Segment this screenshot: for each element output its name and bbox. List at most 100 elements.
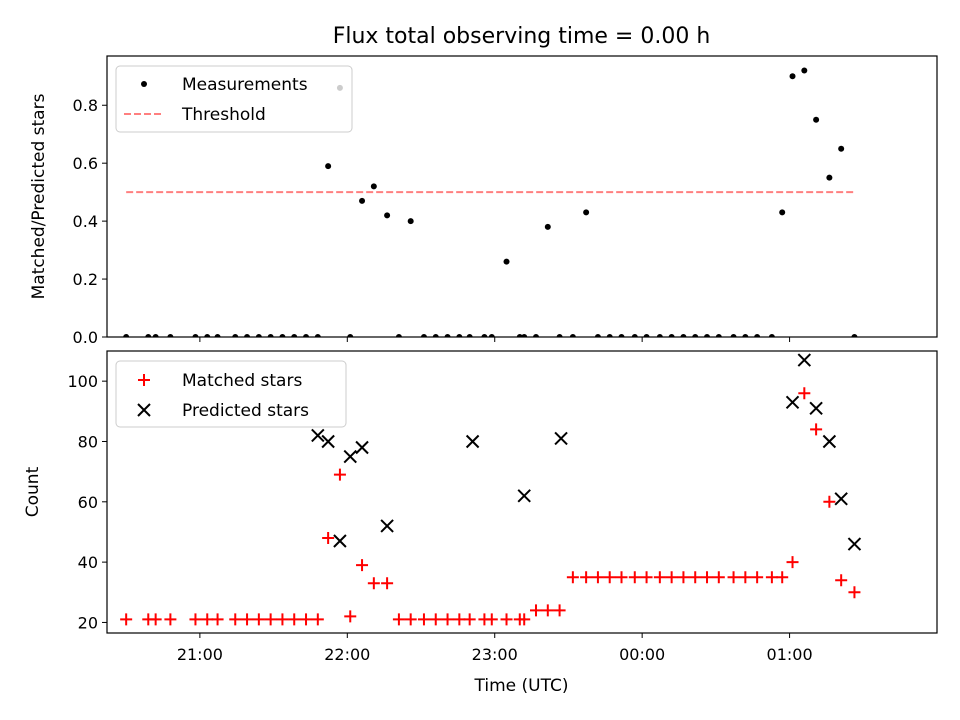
bottom-panel: 20 40 60 80 100 21:00 22:00 23:00 00:00 01:00 Coun… [23, 350, 938, 664]
y-tick-label: 80 [78, 432, 98, 451]
matched-star-marker [441, 613, 454, 626]
measurement-point [583, 209, 590, 216]
matched-star-marker [553, 604, 566, 617]
matched-star-marker [367, 577, 380, 590]
predicted-star-marker [517, 489, 531, 503]
matched-star-marker [848, 586, 861, 599]
measurement-point [715, 334, 722, 337]
matched-star-marker [276, 613, 289, 626]
legend-matched-marker [138, 374, 150, 386]
matched-star-marker [615, 571, 628, 584]
matched-star-marker [392, 613, 405, 626]
predicted-star-marker [311, 428, 325, 443]
y-tick-label: 0.4 [73, 212, 98, 231]
measurement-point [533, 334, 540, 337]
matched-star-marker [518, 613, 531, 626]
chart-title: Flux total observing time = 0.00 h [333, 24, 711, 49]
x-tick-label: 00:00 [619, 645, 665, 664]
matched-star-marker [201, 613, 214, 626]
matched-star-marker [835, 574, 848, 587]
predicted-star-marker [797, 353, 812, 367]
measurement-point [167, 334, 174, 337]
measurement-point [801, 67, 808, 74]
measurement-point [325, 163, 332, 170]
matched-star-marker [653, 571, 666, 584]
legend-threshold-label: Threshold [181, 105, 266, 125]
matched-star-marker [603, 571, 616, 584]
predicted-star-marker [847, 537, 862, 551]
measurement-point [152, 334, 159, 337]
matched-star-marker [417, 613, 430, 626]
matched-star-marker [149, 613, 162, 626]
measurement-point [488, 334, 495, 337]
measurement-point [384, 212, 391, 219]
matched-star-marker [530, 604, 543, 617]
y-tick-label: 0.6 [73, 154, 98, 173]
matched-star-marker [541, 604, 554, 617]
matched-star-marker [701, 571, 714, 584]
matched-star-marker [322, 531, 335, 544]
measurement-point [395, 334, 402, 337]
matched-star-marker [566, 571, 579, 584]
legend-box [115, 360, 347, 428]
matched-star-marker [485, 613, 498, 626]
matched-star-marker [311, 613, 324, 626]
matched-star-marker [404, 613, 417, 626]
matched-star-marker [810, 423, 823, 436]
measurement-point [444, 334, 451, 337]
matched-star-marker [580, 571, 593, 584]
measurement-point [347, 334, 354, 337]
matched-star-marker [751, 571, 764, 584]
legend: Measurements Threshold [115, 65, 353, 133]
matched-star-marker [229, 613, 242, 626]
predicted-star-marker [355, 440, 369, 455]
measurement-point [668, 334, 675, 337]
plot-area [120, 353, 862, 626]
predicted-star-marker [834, 492, 848, 506]
matched-star-marker [628, 571, 641, 584]
y-tick-label: 100 [67, 372, 98, 391]
matched-star-marker [798, 387, 811, 400]
y-tick-label: 40 [78, 553, 98, 572]
matched-star-marker [712, 571, 725, 584]
measurement-point [826, 174, 833, 181]
matched-star-marker [264, 613, 277, 626]
y-tick-label: 0.0 [73, 328, 98, 347]
predicted-star-marker [554, 431, 568, 446]
x-tick-label: 01:00 [767, 645, 813, 664]
matched-star-marker [591, 571, 604, 584]
matched-star-marker [120, 613, 133, 626]
top-panel: 0.0 0.2 0.4 0.6 0.8 Matched/Predicted stars Me… [29, 55, 938, 347]
matched-star-marker [300, 613, 313, 626]
predicted-star-marker [465, 434, 480, 449]
measurement-point [359, 197, 366, 204]
measurement-point [813, 116, 820, 123]
measurement-point [742, 334, 749, 337]
matched-star-marker [640, 571, 653, 584]
measurement-point [279, 334, 286, 337]
measurement-point [569, 334, 576, 337]
matched-star-marker [453, 613, 466, 626]
legend: Matched stars Predicted stars [115, 360, 347, 428]
measurement-point [314, 334, 321, 337]
measurement-point [851, 334, 858, 337]
legend-measurements-marker [141, 81, 147, 87]
measurement-point [730, 334, 737, 337]
measurement-point [556, 334, 563, 337]
y-axis-label: Matched/Predicted stars [29, 93, 49, 299]
matched-star-marker [765, 571, 778, 584]
measurement-point [432, 334, 439, 337]
predicted-star-marker [333, 534, 347, 548]
measurement-point [618, 334, 625, 337]
measurement-point [779, 209, 786, 216]
measurement-point [631, 334, 638, 337]
measurement-point [192, 334, 199, 337]
measurement-point [214, 334, 221, 337]
matched-star-marker [463, 613, 476, 626]
matched-star-marker [344, 610, 357, 623]
measurement-point [145, 334, 152, 337]
measurement-point [768, 334, 775, 337]
measurement-point [680, 334, 687, 337]
measurement-point [232, 334, 239, 337]
